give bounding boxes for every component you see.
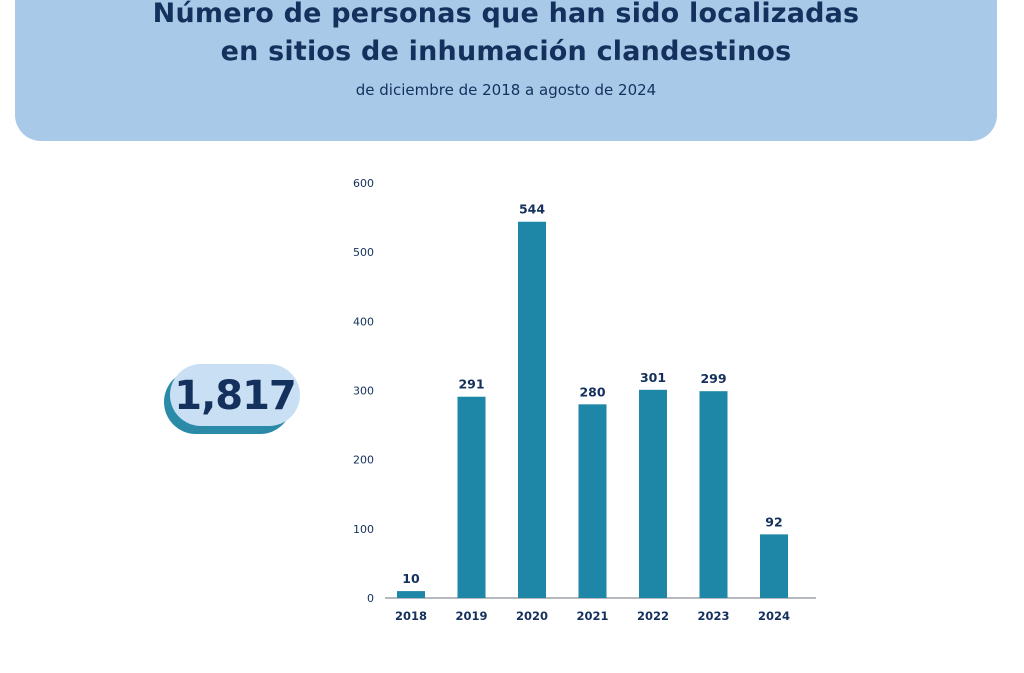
- bar: [639, 389, 667, 598]
- chart-title-line-1: Número de personas que han sido localiza…: [152, 0, 860, 29]
- data-label: 544: [519, 202, 545, 217]
- bar: [760, 534, 788, 598]
- x-tick-label: 2023: [697, 609, 729, 623]
- data-label: 291: [458, 377, 484, 392]
- chart-subtitle: de diciembre de 2018 a agosto de 2024: [355, 81, 657, 99]
- bar: [457, 396, 486, 598]
- total-badge-pill: [170, 364, 300, 426]
- bar: [518, 221, 546, 598]
- bar: [699, 391, 728, 598]
- chart-title-line-2: en sitios de inhumación clandestinos: [220, 36, 792, 67]
- x-tick-label: 2024: [758, 609, 790, 623]
- total-badge: 1,817: [164, 364, 300, 434]
- total-value: 1,817: [174, 373, 297, 419]
- data-label: 301: [640, 370, 666, 385]
- data-label: 92: [765, 514, 782, 529]
- x-tick-label: 2020: [516, 609, 548, 623]
- x-tick-label: 2022: [637, 609, 669, 623]
- x-tick-label: 2019: [455, 609, 487, 623]
- bar: [397, 591, 425, 598]
- data-label: 299: [700, 371, 726, 386]
- y-tick-label: 400: [353, 315, 374, 328]
- y-tick-label: 200: [353, 454, 374, 467]
- y-tick-label: 300: [353, 385, 374, 398]
- y-tick-label: 600: [353, 177, 374, 190]
- y-tick-label: 100: [353, 523, 374, 536]
- header-panel: Número de personas que han sido localiza…: [15, 0, 997, 141]
- x-tick-label: 2021: [576, 609, 608, 623]
- bar: [578, 404, 607, 598]
- data-label: 10: [402, 571, 420, 586]
- data-label: 280: [579, 384, 605, 399]
- y-tick-label: 500: [353, 246, 374, 259]
- y-tick-label: 0: [367, 592, 374, 605]
- x-tick-label: 2018: [395, 609, 427, 623]
